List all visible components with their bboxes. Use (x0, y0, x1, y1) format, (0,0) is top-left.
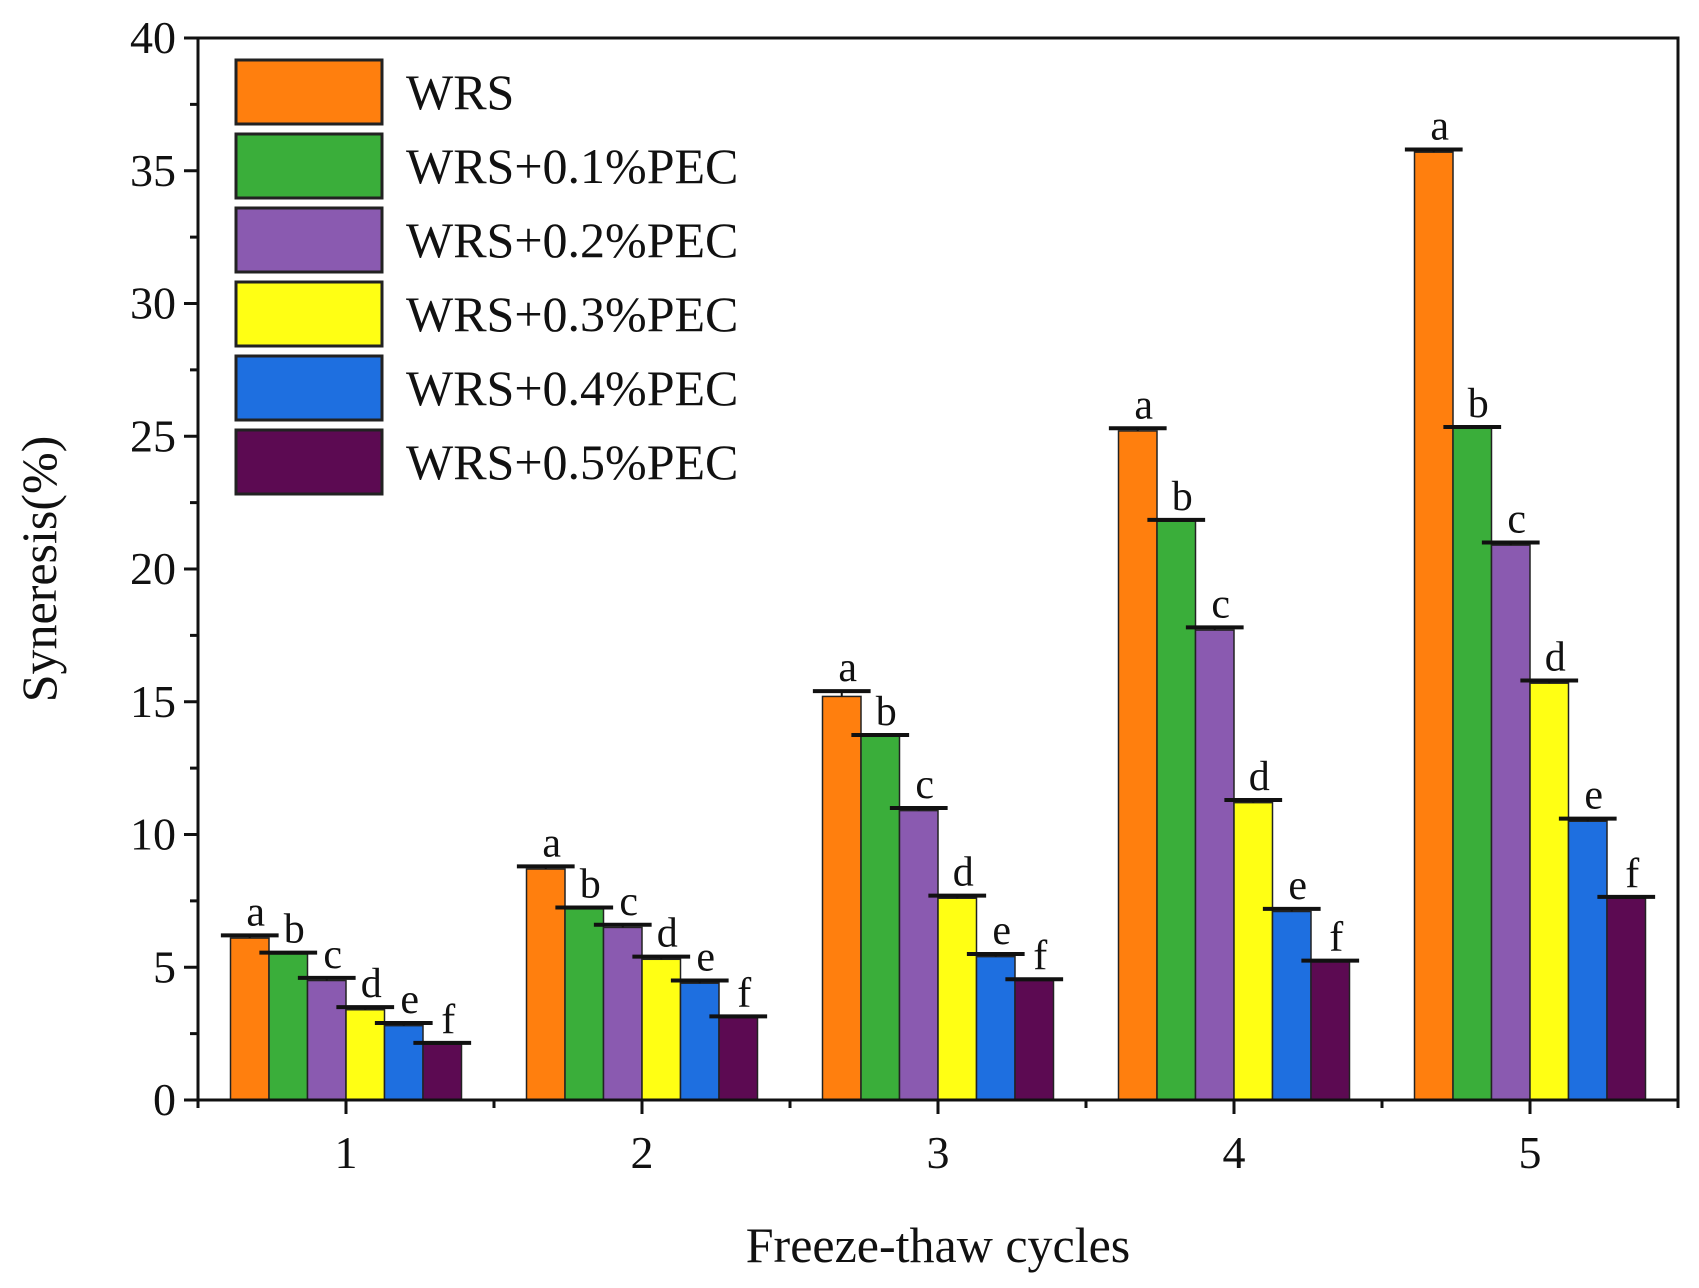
bar (1233, 801, 1274, 1101)
legend-swatch (234, 428, 384, 496)
bar (679, 982, 720, 1101)
y-tick-label: 10 (130, 809, 176, 860)
errorbars-layer (220, 147, 1656, 1045)
x-axis: 1 2 3 4 5 (196, 1100, 1680, 1178)
significance-letter: c (1211, 581, 1230, 627)
bar (1529, 682, 1570, 1101)
x-tick-label: 3 (927, 1127, 950, 1178)
y-tick-label: 0 (153, 1074, 176, 1125)
significance-letter: f (441, 997, 455, 1043)
bar (564, 908, 605, 1101)
legend-swatch (234, 206, 384, 274)
significance-letter: e (400, 977, 419, 1023)
bar (1014, 979, 1055, 1101)
significance-letter: a (1430, 104, 1449, 150)
bar (1567, 820, 1608, 1101)
legend-swatch (234, 58, 384, 126)
bar (1271, 910, 1312, 1101)
significance-letter: e (1584, 773, 1603, 819)
legend-label: WRS+0.2%PEC (406, 212, 738, 268)
significance-letter: d (657, 911, 678, 957)
significance-letter: f (737, 970, 751, 1016)
y-tick-label: 35 (130, 145, 176, 196)
significance-letter: a (1134, 382, 1153, 428)
bar (1117, 430, 1158, 1101)
bar (525, 868, 566, 1101)
bar (937, 897, 978, 1101)
bar (602, 926, 643, 1101)
x-axis-title: Freeze-thaw cycles (746, 1217, 1131, 1273)
significance-letter: c (915, 762, 934, 808)
significance-letter: b (1172, 474, 1193, 520)
bar (422, 1043, 463, 1101)
significance-letter: d (1249, 754, 1270, 800)
bar (1452, 427, 1493, 1101)
y-tick-label: 5 (153, 941, 176, 992)
significance-letter: d (361, 961, 382, 1007)
x-tick-label: 1 (335, 1127, 358, 1178)
significance-letter: f (1033, 933, 1047, 979)
significance-letter: e (696, 935, 715, 981)
legend-swatch (234, 354, 384, 422)
significance-letter: a (246, 889, 265, 935)
significance-letter: f (1625, 851, 1639, 897)
bar (1413, 151, 1454, 1101)
legend-label: WRS+0.4%PEC (406, 360, 738, 416)
bar (718, 1016, 759, 1101)
significance-letter: c (1507, 496, 1526, 542)
legend-label: WRS+0.1%PEC (406, 138, 738, 194)
bar (1490, 544, 1531, 1101)
legend-label: WRS (406, 64, 514, 120)
y-tick-label: 30 (130, 278, 176, 329)
legend-label: WRS+0.5%PEC (406, 434, 738, 490)
significance-letter: c (323, 932, 342, 978)
bar (1606, 897, 1647, 1101)
significance-letter: e (1288, 863, 1307, 909)
bar (383, 1024, 424, 1101)
legend: WRS WRS+0.1%PEC WRS+0.2%PEC WRS+0.3%PEC WRS+… (234, 58, 738, 496)
legend-swatch (234, 280, 384, 348)
y-tick-label: 25 (130, 410, 176, 461)
x-tick-label: 4 (1223, 1127, 1246, 1178)
bars-layer (229, 151, 1647, 1101)
y-tick-label: 40 (130, 12, 176, 63)
significance-letter: f (1329, 915, 1343, 961)
significance-letter: b (1468, 381, 1489, 427)
significance-letter: a (542, 820, 561, 866)
y-tick-label: 20 (130, 543, 176, 594)
bar (229, 937, 270, 1101)
y-axis-title: Syneresis(%) (11, 436, 67, 703)
y-tick-label: 15 (130, 676, 176, 727)
bar (860, 735, 901, 1101)
bar (898, 809, 939, 1101)
bar (1156, 520, 1197, 1101)
significance-letter: c (619, 879, 638, 925)
significance-letter: b (580, 862, 601, 908)
significance-letter: a (838, 645, 857, 691)
y-axis: 0 5 10 15 20 25 30 35 40 (130, 12, 198, 1125)
bar (821, 695, 862, 1101)
significance-letter: d (1545, 635, 1566, 681)
legend-label: WRS+0.3%PEC (406, 286, 738, 342)
bar (1194, 629, 1235, 1101)
bar (641, 958, 682, 1101)
legend-swatch (234, 132, 384, 200)
significance-letter: d (953, 850, 974, 896)
significance-letter: b (876, 689, 897, 735)
bar (1310, 961, 1351, 1101)
significance-letter: e (992, 908, 1011, 954)
significance-letter: b (284, 907, 305, 953)
bar (306, 979, 347, 1101)
x-tick-label: 5 (1519, 1127, 1542, 1178)
x-tick-label: 2 (631, 1127, 654, 1178)
